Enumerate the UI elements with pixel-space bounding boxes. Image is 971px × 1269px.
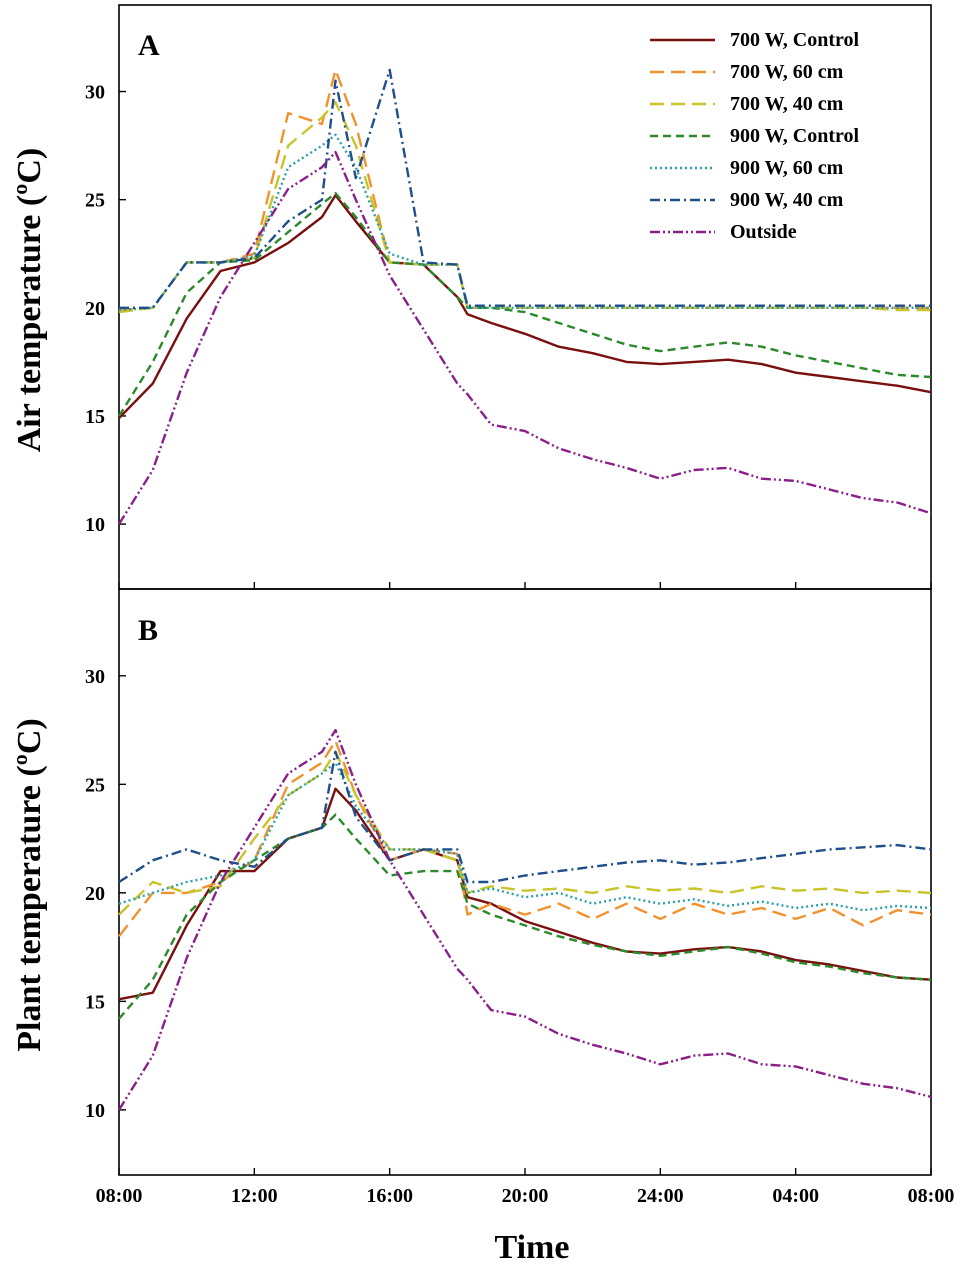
panel-a-letter: A — [138, 29, 160, 62]
y-tick-label: 30 — [85, 82, 105, 104]
series-line-b-4 — [118, 761, 932, 912]
x-tick-label: 24:00 — [637, 1185, 684, 1207]
x-tick-label: 08:00 — [908, 1185, 955, 1207]
x-axis-title: Time — [495, 1229, 570, 1266]
y-tick-label: 20 — [85, 883, 105, 905]
y-tick-label: 10 — [85, 1100, 105, 1122]
series-line-b-0 — [118, 787, 932, 1001]
series-line-b-1 — [118, 739, 932, 938]
panel-b-frame — [118, 588, 932, 1176]
series-line-a-3 — [117, 191, 932, 417]
legend-label-6: Outside — [730, 221, 797, 243]
x-tick-label: 16:00 — [366, 1185, 413, 1207]
series-line-a-5 — [119, 68, 931, 309]
x-tick-label: 12:00 — [231, 1185, 278, 1207]
y-tick-label: 30 — [85, 666, 105, 688]
panel-a-plot: 10 15 20 25 30 — [85, 68, 932, 536]
y-tick-label: 15 — [85, 991, 105, 1013]
series-line-b-6 — [117, 728, 932, 1111]
panel-b-ylabel: Plant temperature (ºC) — [11, 718, 48, 1052]
legend: 700 W, Control 700 W, 60 cm 700 W, 40 cm 90… — [650, 29, 860, 243]
legend-label-4: 900 W, 60 cm — [730, 157, 844, 179]
series-line-a-6 — [117, 150, 932, 525]
x-axis-ticks: 08:00 12:00 16:00 20:00 24:00 04:00 08:00 — [96, 582, 955, 1207]
x-tick-label: 08:00 — [96, 1185, 143, 1207]
y-tick-label: 15 — [85, 406, 105, 428]
legend-label-0: 700 W, Control — [730, 29, 860, 51]
series-line-a-4 — [118, 133, 931, 312]
series-line-a-2 — [118, 101, 931, 314]
series-line-b-2 — [118, 750, 932, 916]
legend-label-2: 700 W, 40 cm — [730, 93, 844, 115]
panel-a-ylabel: Air temperature (ºC) — [11, 148, 48, 453]
y-tick-label: 25 — [85, 190, 105, 212]
legend-label-1: 700 W, 60 cm — [730, 61, 844, 83]
series-line-b-3 — [118, 813, 932, 1020]
series-line-b-5 — [118, 750, 932, 884]
series-line-a-0 — [118, 194, 932, 419]
panel-b-letter: B — [138, 614, 158, 647]
y-tick-label: 20 — [85, 298, 105, 320]
x-tick-label: 04:00 — [772, 1185, 819, 1207]
legend-label-3: 900 W, Control — [730, 125, 860, 147]
x-tick-label: 20:00 — [502, 1185, 549, 1207]
legend-label-5: 900 W, 40 cm — [730, 189, 844, 211]
y-tick-label: 25 — [85, 774, 105, 796]
panel-b-plot: 10 15 20 25 30 — [85, 666, 932, 1122]
y-tick-label: 10 — [85, 514, 105, 536]
